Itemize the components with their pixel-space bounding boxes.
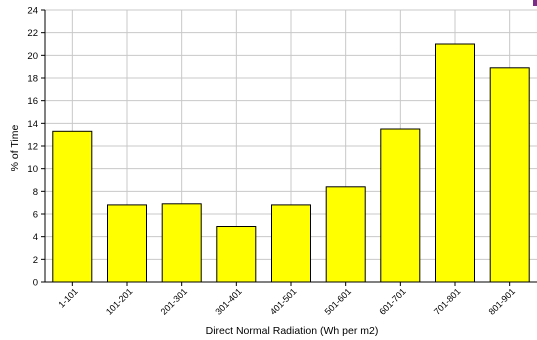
bar-201-301 <box>161 203 202 283</box>
bar-801-901 <box>489 67 530 283</box>
y-tick-label: 0 <box>33 278 38 289</box>
axes <box>41 9 537 286</box>
bar-401-501 <box>271 204 311 283</box>
x-axis-title: Direct Normal Radiation (Wh per m2) <box>206 325 379 337</box>
y-tick-label: 12 <box>27 142 38 153</box>
y-tick-label: 24 <box>27 6 38 17</box>
x-tick-label: 501-601 <box>323 286 353 316</box>
y-tick-label: 22 <box>27 28 38 39</box>
x-tick-label: 701-801 <box>432 286 462 316</box>
x-tick-label: 301-401 <box>213 286 243 316</box>
bars <box>52 43 530 283</box>
y-tick-label: 10 <box>27 164 38 175</box>
bar-501-601 <box>325 186 366 283</box>
bar-101-201 <box>107 204 147 283</box>
y-tick-label: 20 <box>27 51 38 62</box>
x-tick-label: 401-501 <box>268 286 298 316</box>
y-tick-label: 14 <box>27 119 38 130</box>
x-tick-label: 201-301 <box>159 286 189 316</box>
bar-601-701 <box>380 128 421 283</box>
y-tick-label: 6 <box>33 210 38 221</box>
y-tick-label: 18 <box>27 74 38 85</box>
bar-701-801 <box>435 43 475 283</box>
bar-301-401 <box>216 226 257 283</box>
x-tick-label: 601-701 <box>377 286 407 316</box>
y-axis-title: % of Time <box>9 125 21 172</box>
bar-1-101 <box>52 130 93 283</box>
y-tick-label: 16 <box>27 96 38 107</box>
y-tick-label: 2 <box>33 255 38 266</box>
x-tick-label: 1-101 <box>56 286 79 309</box>
x-tick-label: 101-201 <box>104 286 134 316</box>
x-tick-labels: 1-101 101-201 201-301 301-401 401-501 501-601… <box>56 286 517 316</box>
x-tick-label: 801-901 <box>487 286 517 316</box>
corner-mark <box>533 0 537 6</box>
y-tick-label: 4 <box>33 232 38 243</box>
y-tick-label: 8 <box>33 187 38 198</box>
